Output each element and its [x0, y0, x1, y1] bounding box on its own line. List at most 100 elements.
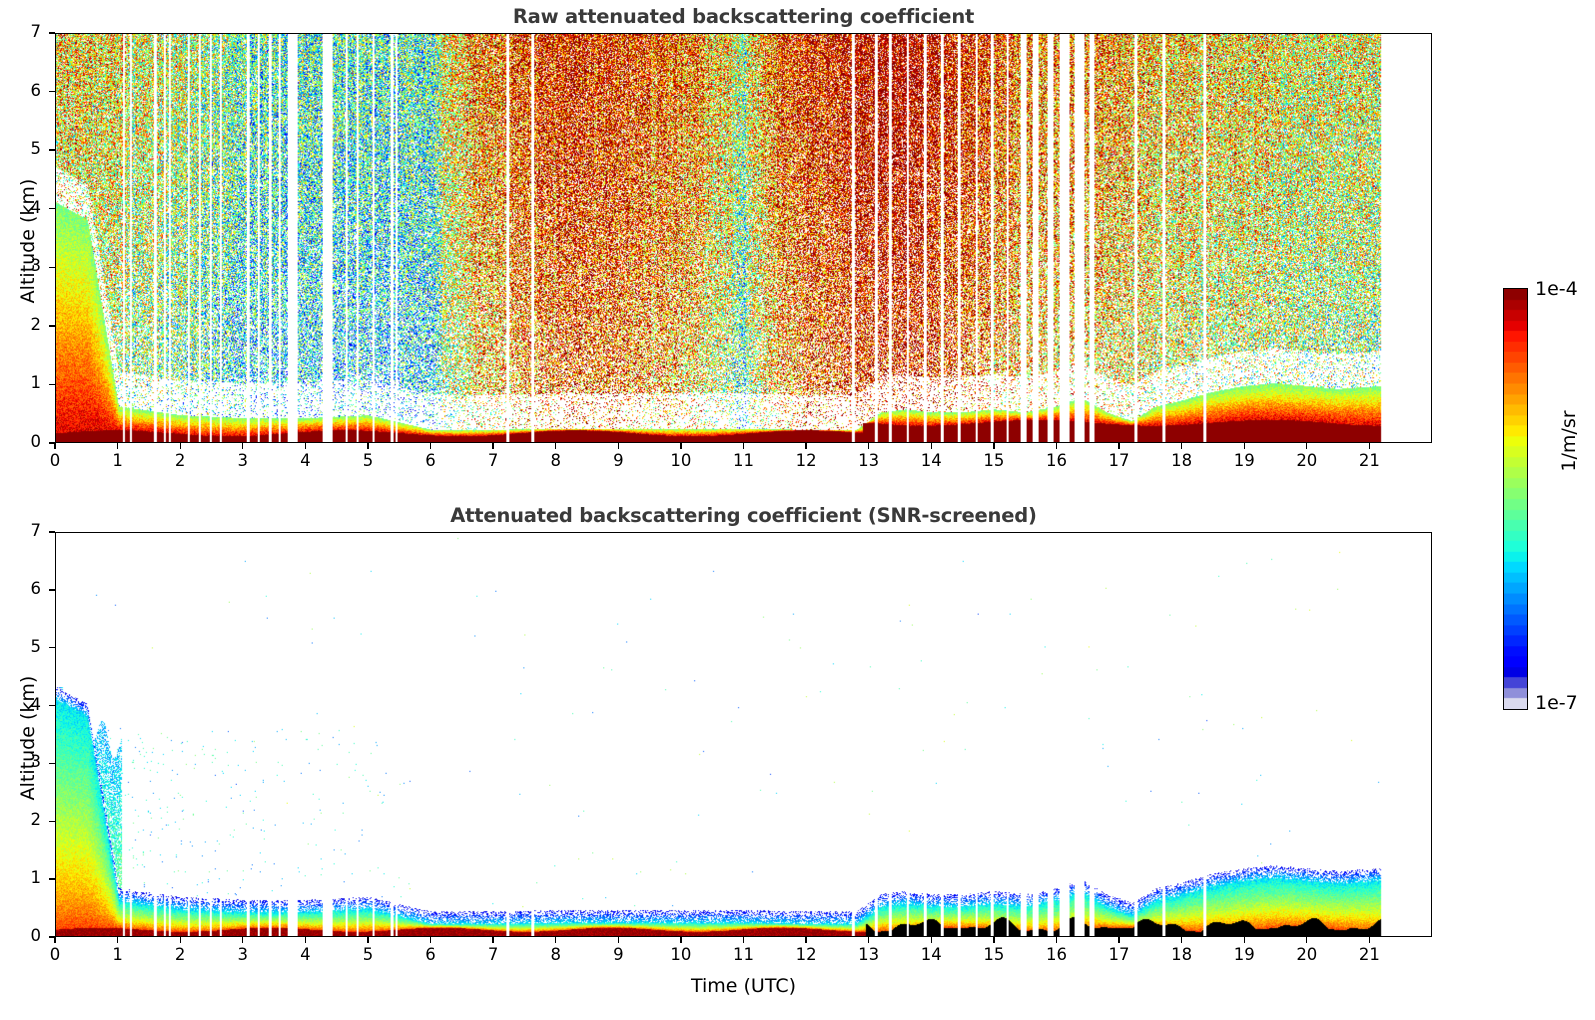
screened-y-tick-label: 7 [30, 521, 42, 540]
screened-x-tick-mark [993, 937, 995, 943]
raw-y-tick-mark [49, 383, 55, 386]
raw-x-tick-label: 10 [670, 451, 692, 470]
heatmap-screened [56, 533, 1431, 936]
screened-x-tick-label: 21 [1358, 945, 1380, 964]
colorbar-min-label: 1e-7 [1535, 692, 1578, 714]
screened-x-tick-mark [367, 937, 369, 943]
screened-x-tick-label: 3 [237, 945, 249, 964]
screened-x-tick-mark [805, 937, 807, 943]
screened-x-tick-label: 8 [550, 945, 561, 964]
screened-x-tick-label: 4 [300, 945, 311, 964]
raw-x-tick-label: 12 [795, 451, 817, 470]
raw-y-tick-mark [49, 442, 55, 444]
screened-x-tick-mark [54, 937, 56, 943]
screened-y-tick-label: 0 [30, 926, 42, 945]
screened-x-tick-label: 7 [487, 945, 499, 964]
raw-x-tick-label: 11 [733, 451, 754, 470]
colorbar-axis-label: 1/m/sr [1558, 410, 1580, 472]
raw-x-tick-mark [116, 443, 119, 449]
raw-x-tick-label: 18 [1171, 451, 1193, 470]
raw-x-tick-mark [492, 443, 494, 449]
raw-y-tick-label: 5 [30, 139, 42, 159]
raw-x-tick-label: 14 [920, 451, 942, 470]
raw-x-tick-label: 2 [174, 451, 186, 470]
screened-y-tick-mark [49, 820, 55, 822]
colorbar-max-label: 1e-4 [1535, 278, 1578, 300]
plot-area-screened [55, 532, 1432, 937]
screened-x-tick-mark [680, 937, 682, 943]
raw-x-tick-mark [1306, 443, 1308, 449]
raw-x-tick-label: 9 [613, 451, 624, 470]
screened-y-tick-mark [49, 647, 55, 649]
screened-x-tick-label: 14 [920, 945, 942, 964]
raw-x-tick-label: 7 [487, 451, 499, 470]
raw-x-tick-mark [367, 443, 369, 449]
screened-x-tick-mark [1055, 937, 1058, 943]
raw-x-tick-label: 4 [300, 451, 311, 470]
screened-x-tick-label: 2 [174, 945, 186, 964]
raw-x-tick-mark [429, 443, 432, 449]
screened-x-tick-label: 12 [795, 945, 817, 964]
colorbar-gradient [1503, 288, 1528, 710]
screened-y-tick-label: 2 [30, 810, 42, 830]
screened-y-tick-label: 3 [30, 752, 42, 772]
screened-x-tick-label: 5 [362, 945, 374, 964]
screened-x-tick-mark [930, 937, 932, 943]
screened-x-tick-mark [492, 937, 494, 943]
screened-x-tick-mark [242, 937, 244, 943]
screened-x-tick-mark [1306, 937, 1308, 943]
raw-x-tick-mark [304, 443, 306, 449]
raw-y-tick-mark [49, 325, 55, 327]
raw-x-tick-label: 13 [858, 451, 880, 470]
raw-x-tick-mark [54, 443, 56, 449]
screened-y-tick-label: 4 [30, 694, 42, 714]
raw-x-tick-label: 20 [1296, 451, 1318, 470]
raw-x-tick-label: 17 [1108, 451, 1130, 470]
screened-y-tick-mark [49, 762, 55, 765]
screened-x-tick-label: 1 [112, 945, 123, 964]
x-axis-label-screened: Time (UTC) [690, 975, 797, 997]
raw-x-tick-mark [242, 443, 244, 449]
raw-y-tick-mark [49, 32, 55, 34]
y-axis-label-raw: Altitude (km) [17, 178, 39, 304]
raw-x-tick-mark [930, 443, 932, 449]
raw-y-tick-mark [49, 208, 55, 210]
raw-x-tick-mark [680, 443, 682, 449]
raw-y-tick-label: 1 [30, 373, 42, 393]
raw-x-tick-label: 5 [362, 451, 374, 470]
raw-x-tick-mark [1368, 443, 1371, 449]
raw-x-tick-mark [805, 443, 807, 449]
screened-y-tick-mark [49, 704, 55, 707]
raw-x-tick-mark [1118, 443, 1120, 449]
raw-y-tick-label: 3 [30, 256, 42, 276]
screened-x-tick-label: 9 [613, 945, 624, 964]
raw-x-tick-label: 3 [237, 451, 249, 470]
raw-x-tick-mark [993, 443, 995, 449]
screened-x-tick-mark [116, 937, 119, 943]
screened-x-tick-label: 11 [733, 945, 754, 964]
raw-y-tick-label: 2 [30, 314, 42, 334]
raw-x-tick-label: 0 [49, 451, 61, 470]
screened-y-tick-mark [49, 589, 55, 591]
raw-x-tick-mark [1055, 443, 1058, 449]
raw-y-tick-label: 7 [30, 22, 42, 41]
screened-x-tick-label: 10 [670, 945, 692, 964]
raw-y-tick-label: 4 [30, 197, 42, 217]
screened-x-tick-mark [429, 937, 432, 943]
screened-x-tick-mark [179, 937, 181, 943]
screened-x-tick-label: 13 [858, 945, 880, 964]
raw-x-tick-mark [1180, 443, 1183, 449]
raw-y-tick-label: 6 [30, 80, 42, 100]
raw-x-tick-label: 16 [1045, 451, 1067, 470]
raw-x-tick-label: 1 [112, 451, 123, 470]
screened-x-tick-mark [304, 937, 306, 943]
panel-title-raw: Raw attenuated backscattering coefficien… [512, 5, 975, 28]
panel-title-screened: Attenuated backscattering coefficient (S… [450, 504, 1037, 527]
screened-x-tick-mark [868, 937, 870, 943]
screened-x-tick-mark [617, 937, 619, 943]
raw-x-tick-label: 21 [1358, 451, 1380, 470]
y-axis-label-screened: Altitude (km) [17, 675, 39, 801]
raw-y-tick-mark [49, 90, 55, 93]
raw-x-tick-label: 8 [550, 451, 561, 470]
